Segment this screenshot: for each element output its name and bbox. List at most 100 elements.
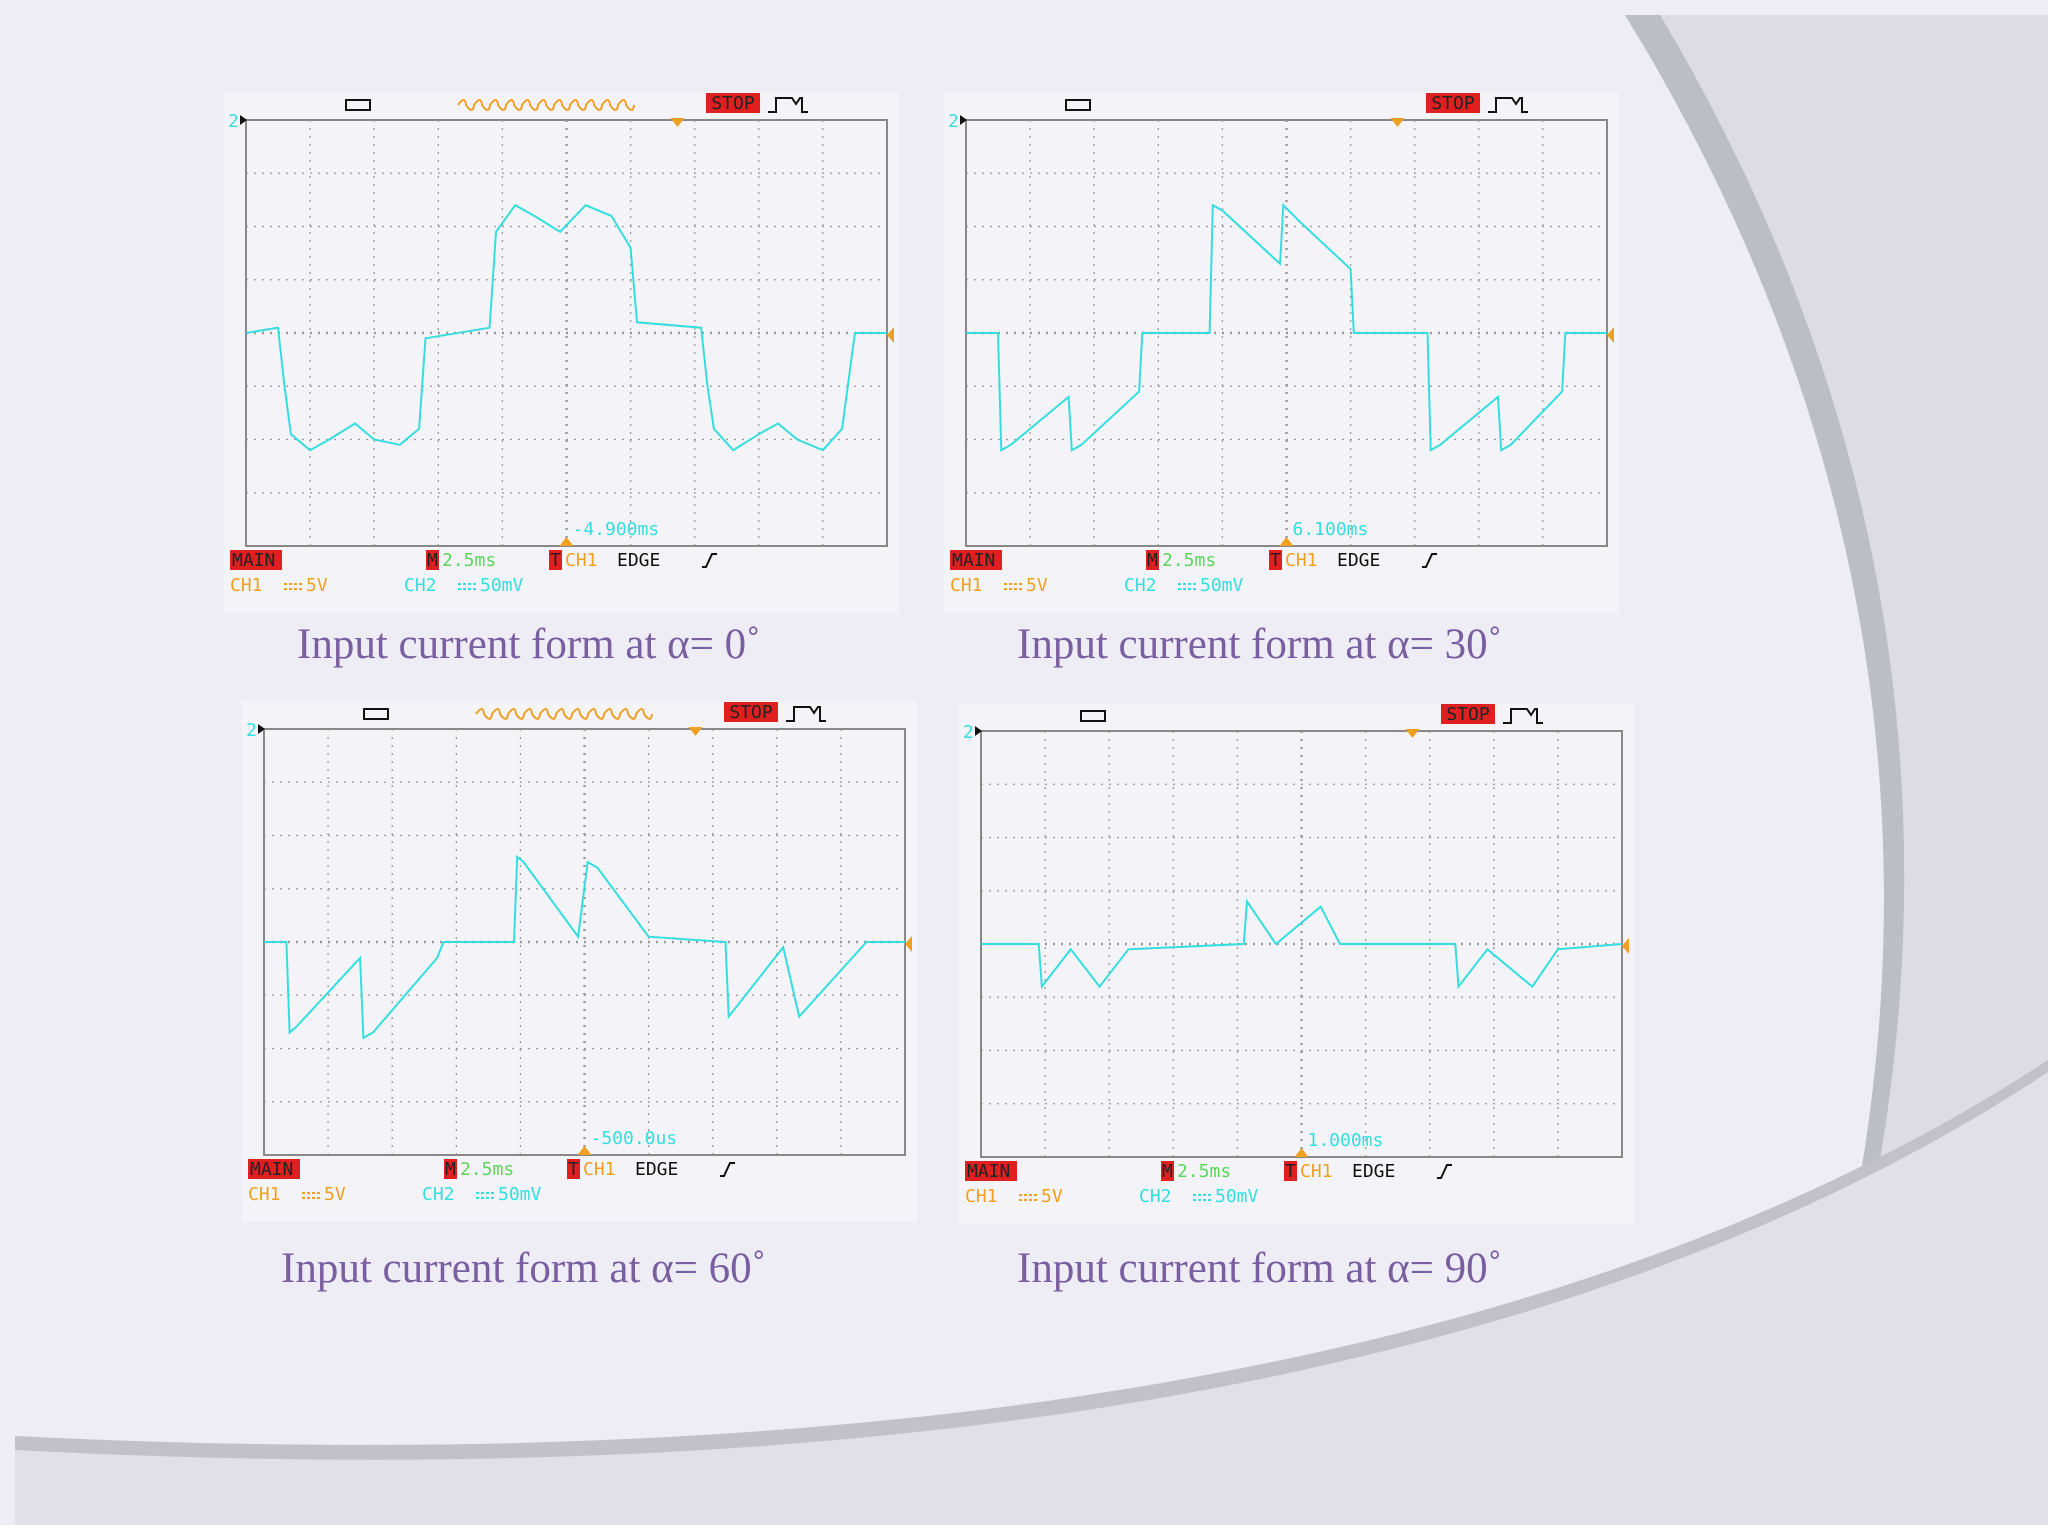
trigger-tag: T	[1270, 550, 1281, 571]
tag-box	[444, 1159, 457, 1179]
trigger-position	[670, 118, 685, 127]
caption: Input current form at α= 60˚	[281, 1245, 766, 1292]
trigger-point	[577, 1146, 592, 1155]
ch2-label: CH2	[1139, 1186, 1172, 1207]
mode-box	[950, 550, 1002, 570]
trigger-position	[1405, 729, 1420, 738]
dc-icon	[1178, 583, 1196, 590]
ch2-label: CH2	[422, 1184, 455, 1205]
channel-arrow	[975, 726, 982, 736]
trigger-icon	[1503, 708, 1543, 724]
timebase: 2.5ms	[1162, 550, 1216, 571]
tag-box	[1284, 1161, 1297, 1181]
dc-icon	[302, 1192, 320, 1199]
sine-icon	[457, 99, 635, 111]
edge-icon	[1422, 553, 1437, 568]
tag-box	[1161, 1161, 1174, 1181]
connector-icon	[1080, 710, 1106, 722]
caption: Input current form at α= 90˚	[1017, 1245, 1502, 1292]
trace	[245, 203, 887, 452]
tag-box	[426, 550, 439, 570]
tag-box	[567, 1159, 580, 1179]
timebase-tag: M	[1162, 1161, 1173, 1182]
ch1-scale: 5V	[1026, 575, 1048, 596]
mode: MAIN	[952, 550, 995, 571]
channel-arrow	[960, 115, 967, 125]
trigger-source: CH1	[583, 1159, 616, 1180]
dc-icon	[476, 1192, 494, 1199]
ch1-label: CH1	[950, 575, 983, 596]
screen	[959, 703, 1634, 1224]
connector-icon	[1065, 99, 1091, 111]
bottom-strip	[0, 1525, 2048, 1536]
mode: MAIN	[967, 1161, 1010, 1182]
trigger-source: CH1	[565, 550, 598, 571]
tag-box	[549, 550, 562, 570]
status-text: STOP	[729, 702, 773, 723]
dc-icon	[1019, 1194, 1037, 1201]
trace	[264, 854, 905, 1040]
level-marker	[905, 936, 912, 952]
mode: MAIN	[232, 550, 275, 571]
caption: Input current form at α= 30˚	[1017, 621, 1502, 668]
trigger-source: CH1	[1300, 1161, 1333, 1182]
trigger-position	[1390, 118, 1405, 127]
trigger-type: EDGE	[1337, 550, 1380, 571]
trigger-point	[1279, 537, 1294, 546]
ch1-scale: 5V	[306, 575, 328, 596]
trigger-icon	[786, 706, 826, 722]
edge-icon	[1437, 1164, 1452, 1179]
bottom-band-edge	[15, 1060, 2048, 1460]
bottom-band	[15, 1060, 2048, 1536]
connector-icon	[345, 99, 371, 111]
timebase-tag: M	[445, 1159, 456, 1180]
timebase-tag: M	[1147, 550, 1158, 571]
channel-arrow	[258, 724, 265, 734]
trigger-point	[559, 537, 574, 546]
trigger-icon	[768, 97, 808, 113]
screen	[224, 92, 899, 613]
trigger-icon	[1488, 97, 1528, 113]
tag-box	[1146, 550, 1159, 570]
dc-icon	[284, 583, 302, 590]
channel-marker: 2	[948, 111, 959, 132]
dc-icon	[458, 583, 476, 590]
trace	[981, 898, 1623, 990]
mode-box	[248, 1159, 300, 1179]
status-box	[1441, 704, 1495, 724]
level-marker	[1622, 938, 1629, 954]
trigger-position	[688, 727, 703, 736]
channel-marker: 2	[246, 720, 257, 741]
ch1-scale: 5V	[1041, 1186, 1063, 1207]
ch2-scale: 50mV	[480, 575, 524, 596]
edge-icon	[702, 553, 717, 568]
trigger-tag: T	[1285, 1161, 1296, 1182]
screen	[242, 701, 917, 1222]
sine-icon	[475, 708, 653, 720]
ch1-label: CH1	[230, 575, 263, 596]
trigger-offset: -500.0us	[591, 1128, 678, 1149]
dc-icon	[1004, 583, 1022, 590]
trigger-offset: 6.100ms	[1293, 519, 1369, 540]
status-box	[1426, 93, 1480, 113]
mode: MAIN	[250, 1159, 293, 1180]
trigger-offset: 1.000ms	[1308, 1130, 1384, 1151]
trigger-tag: T	[568, 1159, 579, 1180]
trigger-offset: -4.900ms	[573, 519, 660, 540]
ch2-label: CH2	[1124, 575, 1157, 596]
mode-box	[230, 550, 282, 570]
status-box	[724, 702, 778, 722]
trace	[966, 202, 1607, 452]
mode-box	[965, 1161, 1017, 1181]
ch1-label: CH1	[248, 1184, 281, 1205]
timebase-tag: M	[427, 550, 438, 571]
level-marker	[887, 327, 894, 343]
ch1-scale: 5V	[324, 1184, 346, 1205]
tag-box	[1269, 550, 1282, 570]
status-text: STOP	[1446, 704, 1490, 725]
ch2-scale: 50mV	[498, 1184, 542, 1205]
channel-marker: 2	[963, 722, 974, 743]
